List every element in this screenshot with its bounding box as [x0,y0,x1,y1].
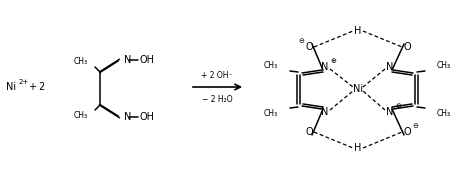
Text: ⊕: ⊕ [330,58,336,64]
Text: Ni: Ni [6,82,16,92]
Text: H: H [354,143,362,153]
Text: CH₃: CH₃ [437,62,451,70]
Text: CH₃: CH₃ [74,111,88,119]
Text: CH₃: CH₃ [264,109,278,117]
Text: + 2 OH⁻: + 2 OH⁻ [201,72,233,80]
Text: N: N [321,62,328,72]
Text: CH₃: CH₃ [74,57,88,67]
Text: N: N [386,62,394,72]
Text: O: O [305,42,313,52]
Text: ⊖: ⊖ [298,38,304,44]
Text: 2: 2 [38,82,44,92]
Text: CH₃: CH₃ [437,109,451,117]
Text: +: + [28,82,36,92]
Text: − 2 H₂O: − 2 H₂O [202,96,232,104]
Text: ⊖: ⊖ [412,123,418,129]
Text: Ni: Ni [353,84,363,94]
Text: OH: OH [140,55,155,65]
Text: O: O [403,42,411,52]
Text: O: O [403,127,411,137]
Text: CH₃: CH₃ [264,62,278,70]
Text: N: N [124,112,131,122]
Text: N: N [386,107,394,117]
Text: N: N [124,55,131,65]
Text: ⊕: ⊕ [395,103,401,109]
Text: N: N [321,107,328,117]
Text: 2+: 2+ [19,79,29,85]
Text: O: O [305,127,313,137]
Text: H: H [354,26,362,36]
Text: OH: OH [140,112,155,122]
